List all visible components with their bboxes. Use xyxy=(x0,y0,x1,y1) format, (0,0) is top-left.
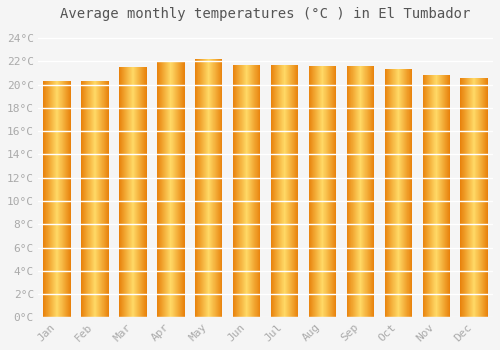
Title: Average monthly temperatures (°C ) in El Tumbador: Average monthly temperatures (°C ) in El… xyxy=(60,7,471,21)
